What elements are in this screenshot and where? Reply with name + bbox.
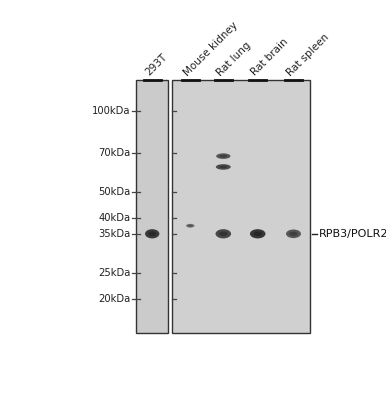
Ellipse shape [219, 155, 227, 158]
Text: 70kDa: 70kDa [98, 148, 130, 158]
Text: RPB3/POLR2C: RPB3/POLR2C [319, 229, 386, 239]
Ellipse shape [188, 225, 193, 227]
Ellipse shape [145, 229, 159, 238]
Text: Rat spleen: Rat spleen [285, 32, 331, 78]
Ellipse shape [219, 232, 228, 236]
Text: 40kDa: 40kDa [98, 213, 130, 223]
Text: 100kDa: 100kDa [92, 106, 130, 116]
Text: 35kDa: 35kDa [98, 229, 130, 239]
Ellipse shape [186, 224, 195, 228]
Bar [137, 80, 168, 333]
Ellipse shape [290, 232, 298, 236]
Ellipse shape [215, 229, 231, 238]
Text: 50kDa: 50kDa [98, 187, 130, 197]
Ellipse shape [148, 232, 156, 236]
Ellipse shape [286, 230, 301, 238]
Text: Mouse kidney: Mouse kidney [182, 20, 240, 78]
Ellipse shape [216, 153, 230, 159]
Bar [173, 80, 310, 333]
Text: 25kDa: 25kDa [98, 268, 130, 278]
Text: Rat lung: Rat lung [215, 40, 252, 78]
Text: Rat brain: Rat brain [249, 37, 290, 78]
Text: 293T: 293T [144, 52, 169, 78]
Ellipse shape [250, 229, 266, 238]
Ellipse shape [254, 232, 262, 236]
Ellipse shape [216, 164, 231, 170]
Ellipse shape [219, 166, 227, 168]
Text: 20kDa: 20kDa [98, 294, 130, 304]
